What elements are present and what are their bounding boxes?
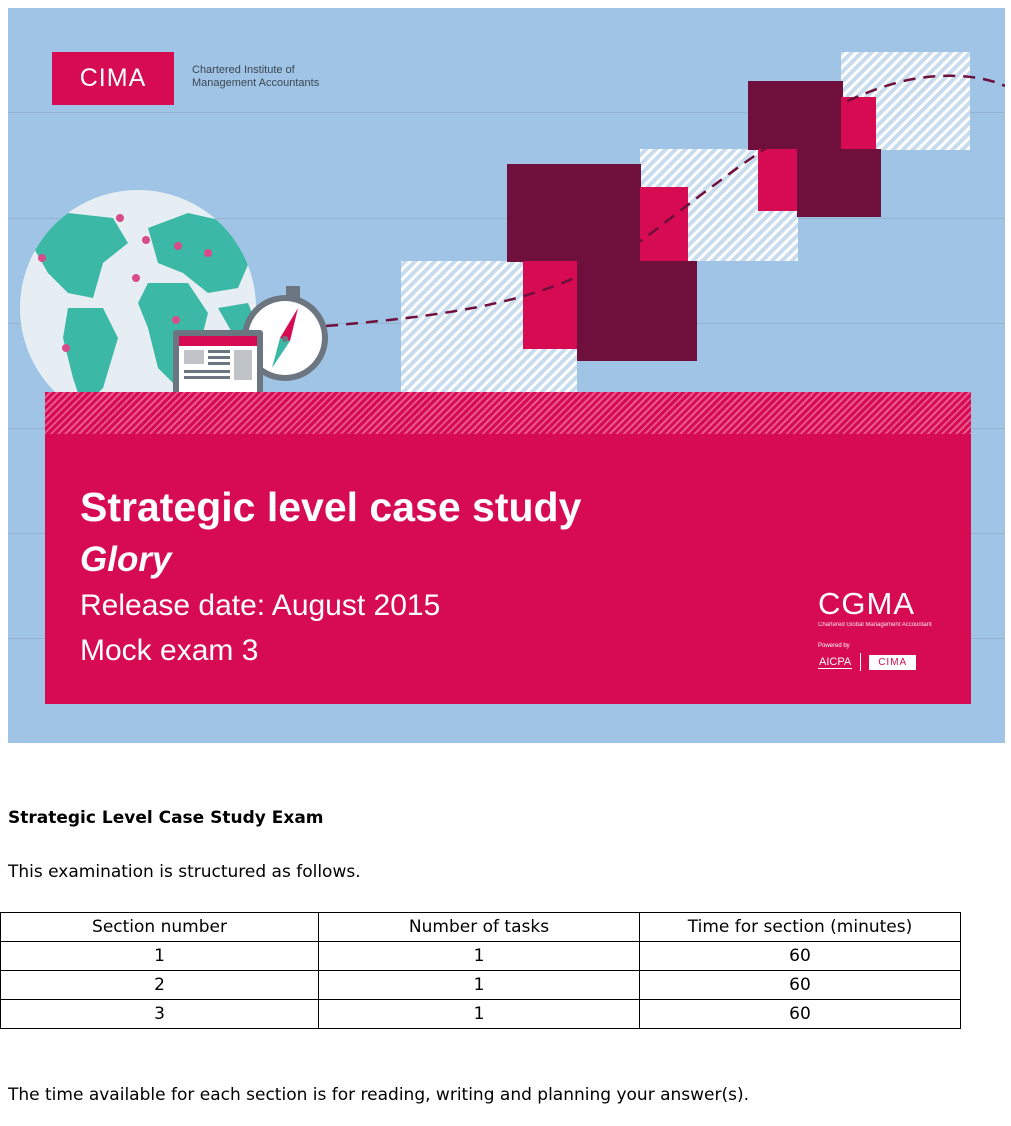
time-note: The time available for each section is f… <box>8 1085 750 1105</box>
guide-line <box>8 112 1005 113</box>
table-row: 3 1 60 <box>0 999 961 1029</box>
table-cell: 60 <box>639 941 961 971</box>
cgma-mark: CGMA <box>818 586 915 621</box>
mock-exam-label: Mock exam 3 <box>80 634 259 667</box>
maroon-block <box>577 261 697 361</box>
cover-subtitle: Glory <box>80 540 172 579</box>
header-time-for-section: Time for section (minutes) <box>639 912 961 942</box>
cgma-logo: CGMA Chartered Global Management Account… <box>818 588 932 671</box>
cima-name-line2: Management Accountants <box>192 77 320 89</box>
cima-mini-logo: CIMA <box>869 654 917 670</box>
intro-paragraph: This examination is structured as follow… <box>8 862 361 882</box>
table-cell: 60 <box>639 970 961 1000</box>
release-date: Release date: August 2015 <box>80 589 441 622</box>
section-heading: Strategic Level Case Study Exam <box>8 808 324 828</box>
table-cell: 3 <box>0 999 319 1029</box>
table-cell: 60 <box>639 999 961 1029</box>
header-number-of-tasks: Number of tasks <box>318 912 640 942</box>
powered-by-label: Powered by <box>818 643 850 649</box>
cima-logo-name: Chartered Institute of Management Accoun… <box>192 64 319 90</box>
table-header-row: Section number Number of tasks Time for … <box>0 912 961 942</box>
guide-line <box>8 218 1005 219</box>
cima-name-line1: Chartered Institute of <box>192 64 295 76</box>
cima-logo: CIMA <box>52 52 174 105</box>
title-panel: Strategic level case study Glory Release… <box>45 392 971 704</box>
panel-hatch <box>45 392 971 434</box>
cover-title: Strategic level case study <box>80 484 582 530</box>
maroon-block <box>797 149 881 217</box>
pink-block <box>841 97 876 150</box>
maroon-block <box>507 164 641 262</box>
pink-block <box>640 187 688 262</box>
pink-block <box>523 261 579 349</box>
table-cell: 1 <box>318 999 640 1029</box>
aicpa-logo: AICPA <box>818 655 853 669</box>
cover-banner: CIMA Chartered Institute of Management A… <box>8 8 1005 743</box>
table-row: 2 1 60 <box>0 970 961 1000</box>
stopwatch-icon <box>242 286 328 381</box>
maroon-block <box>748 81 843 150</box>
partner-logos: AICPA CIMA <box>818 653 932 671</box>
cover-illustration <box>20 52 1005 426</box>
table-row: 1 1 60 <box>0 941 961 971</box>
table-cell: 1 <box>318 970 640 1000</box>
header-section-number: Section number <box>0 912 319 942</box>
table-cell: 1 <box>0 941 319 971</box>
exam-structure-table: Section number Number of tasks Time for … <box>0 912 961 1029</box>
trajectory-line <box>325 74 1005 328</box>
cima-logo-mark: CIMA <box>79 64 147 92</box>
table-cell: 1 <box>318 941 640 971</box>
pink-block <box>758 149 798 211</box>
cgma-tagline: Chartered Global Management Accountant <box>818 622 932 628</box>
logo-divider <box>860 653 862 671</box>
table-cell: 2 <box>0 970 319 1000</box>
